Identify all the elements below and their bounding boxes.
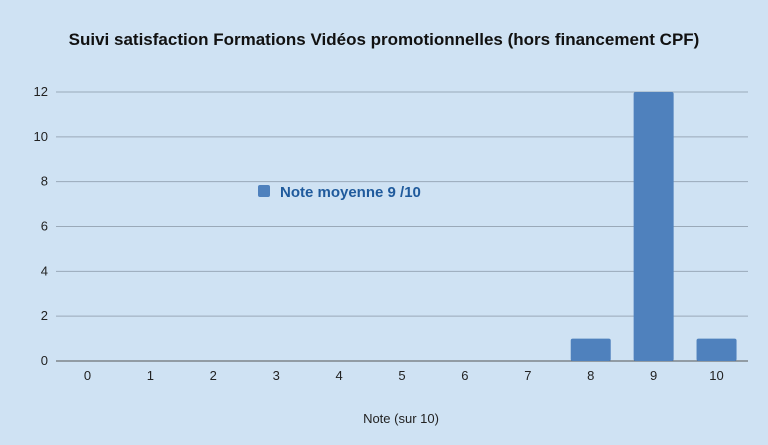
y-tick-label: 2 bbox=[41, 308, 48, 323]
x-tick-label: 5 bbox=[398, 368, 405, 383]
y-tick-label: 6 bbox=[41, 219, 48, 234]
gridlines bbox=[56, 91, 748, 362]
y-axis-ticks: 0 2 4 6 8 10 12 bbox=[34, 84, 48, 368]
x-axis-ticks: 0 1 2 3 4 5 6 7 8 9 10 bbox=[84, 368, 724, 383]
y-tick-label: 8 bbox=[41, 174, 48, 189]
bar bbox=[696, 338, 737, 361]
x-tick-label: 2 bbox=[210, 368, 217, 383]
bar bbox=[570, 338, 611, 361]
x-tick-label: 3 bbox=[273, 368, 280, 383]
x-axis-title: Note (sur 10) bbox=[363, 411, 439, 426]
legend-swatch bbox=[258, 185, 270, 197]
x-tick-label: 8 bbox=[587, 368, 594, 383]
y-tick-label: 0 bbox=[41, 353, 48, 368]
bar bbox=[633, 92, 674, 361]
legend: Note moyenne 9 /10 bbox=[258, 184, 421, 201]
x-tick-label: 9 bbox=[650, 368, 657, 383]
bars bbox=[570, 92, 737, 361]
y-tick-label: 12 bbox=[34, 84, 48, 99]
x-tick-label: 4 bbox=[335, 368, 342, 383]
x-tick-label: 0 bbox=[84, 368, 91, 383]
legend-label: Note moyenne 9 /10 bbox=[280, 184, 421, 201]
y-tick-label: 10 bbox=[34, 129, 48, 144]
x-tick-label: 10 bbox=[709, 368, 723, 383]
x-tick-label: 6 bbox=[461, 368, 468, 383]
x-tick-label: 1 bbox=[147, 368, 154, 383]
y-tick-label: 4 bbox=[41, 263, 48, 278]
x-tick-label: 7 bbox=[524, 368, 531, 383]
chart-title: Suivi satisfaction Formations Vidéos pro… bbox=[68, 30, 700, 49]
